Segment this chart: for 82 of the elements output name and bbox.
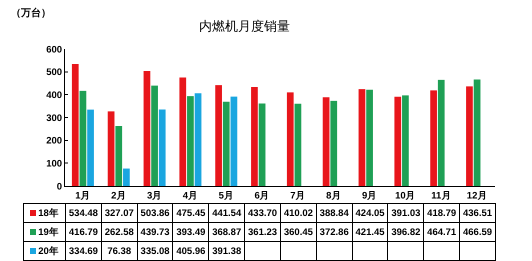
bar xyxy=(366,90,373,186)
x-tick-label: 4月 xyxy=(182,190,198,202)
bar xyxy=(115,126,122,186)
bar xyxy=(151,86,158,186)
data-label: 360.45 xyxy=(280,222,316,242)
data-label: 391.03 xyxy=(388,204,424,222)
bar xyxy=(230,96,238,186)
y-tick-label: 400 xyxy=(46,90,62,101)
bar xyxy=(108,111,114,186)
data-label: 464.71 xyxy=(424,222,460,242)
data-label: 416.79 xyxy=(66,222,102,242)
bar xyxy=(394,96,402,186)
x-tick-label: 7月 xyxy=(290,190,306,202)
bar xyxy=(123,168,130,186)
data-label: 396.82 xyxy=(388,222,424,242)
x-tick-label: 1月 xyxy=(75,190,91,202)
data-label: 262.58 xyxy=(101,222,138,242)
data-label: 441.54 xyxy=(208,204,245,222)
x-tick-label: 3月 xyxy=(146,190,162,202)
data-label: 466.59 xyxy=(460,222,496,242)
bar xyxy=(72,64,79,186)
bar xyxy=(222,102,230,186)
bar xyxy=(466,86,473,186)
y-tick-label: 600 xyxy=(46,44,62,56)
data-label: 433.70 xyxy=(244,204,280,222)
data-label: 421.45 xyxy=(352,222,388,242)
x-tick-label: 9月 xyxy=(362,190,378,202)
bar xyxy=(144,70,150,186)
bar xyxy=(474,79,480,186)
x-tick-label: 8月 xyxy=(326,190,342,202)
data-label: 334.69 xyxy=(66,242,102,260)
y-tick-label: 100 xyxy=(46,158,62,170)
bar xyxy=(258,104,266,186)
bar xyxy=(179,77,186,186)
legend-label: 19年 xyxy=(38,226,59,238)
data-label: 391.38 xyxy=(208,242,245,260)
bar xyxy=(158,109,166,186)
y-tick-label: 500 xyxy=(46,67,62,78)
bar xyxy=(215,85,222,186)
bar xyxy=(294,104,302,186)
legend-label: 20年 xyxy=(38,246,59,256)
data-label: 534.48 xyxy=(66,204,102,222)
data-label: 76.38 xyxy=(101,242,138,260)
data-label: 503.86 xyxy=(137,204,173,222)
bar xyxy=(430,90,437,186)
data-label: 439.73 xyxy=(137,222,173,242)
x-tick-label: 5月 xyxy=(218,190,234,202)
data-label: 393.49 xyxy=(172,222,209,242)
bar xyxy=(187,96,194,186)
data-label: 372.86 xyxy=(316,222,352,242)
data-label: 436.51 xyxy=(460,204,496,222)
bar xyxy=(194,93,202,186)
x-tick-label: 2月 xyxy=(111,190,126,202)
x-tick-label: 11月 xyxy=(431,190,452,202)
data-label: 335.08 xyxy=(137,242,173,260)
bar xyxy=(322,97,330,186)
bar xyxy=(330,100,338,186)
data-label: 405.96 xyxy=(172,242,209,260)
data-label: 388.84 xyxy=(316,204,352,222)
x-tick-label: 12月 xyxy=(466,190,488,202)
x-tick-label: 10月 xyxy=(395,190,416,202)
data-label: 327.07 xyxy=(101,204,138,222)
y-tick-label: 200 xyxy=(46,136,62,147)
bar xyxy=(402,95,409,186)
data-label: 418.79 xyxy=(424,204,460,222)
data-label: 475.45 xyxy=(172,204,209,222)
data-label: 410.02 xyxy=(280,204,316,222)
chart-title: 内燃机月度销量 xyxy=(199,18,290,35)
bar xyxy=(87,110,94,186)
bar xyxy=(80,90,86,186)
bar xyxy=(251,86,258,186)
legend-label: 18年 xyxy=(38,208,59,218)
y-axis-title: （万台） xyxy=(11,7,51,19)
data-label: 368.87 xyxy=(208,222,245,242)
y-tick-label: 0 xyxy=(56,181,62,192)
bar xyxy=(438,80,445,186)
x-tick-label: 6月 xyxy=(254,190,270,202)
data-label: 361.23 xyxy=(244,222,280,242)
data-label: 424.05 xyxy=(352,204,388,222)
y-tick-label: 300 xyxy=(46,112,62,124)
bar xyxy=(286,92,294,186)
bar xyxy=(358,89,366,186)
